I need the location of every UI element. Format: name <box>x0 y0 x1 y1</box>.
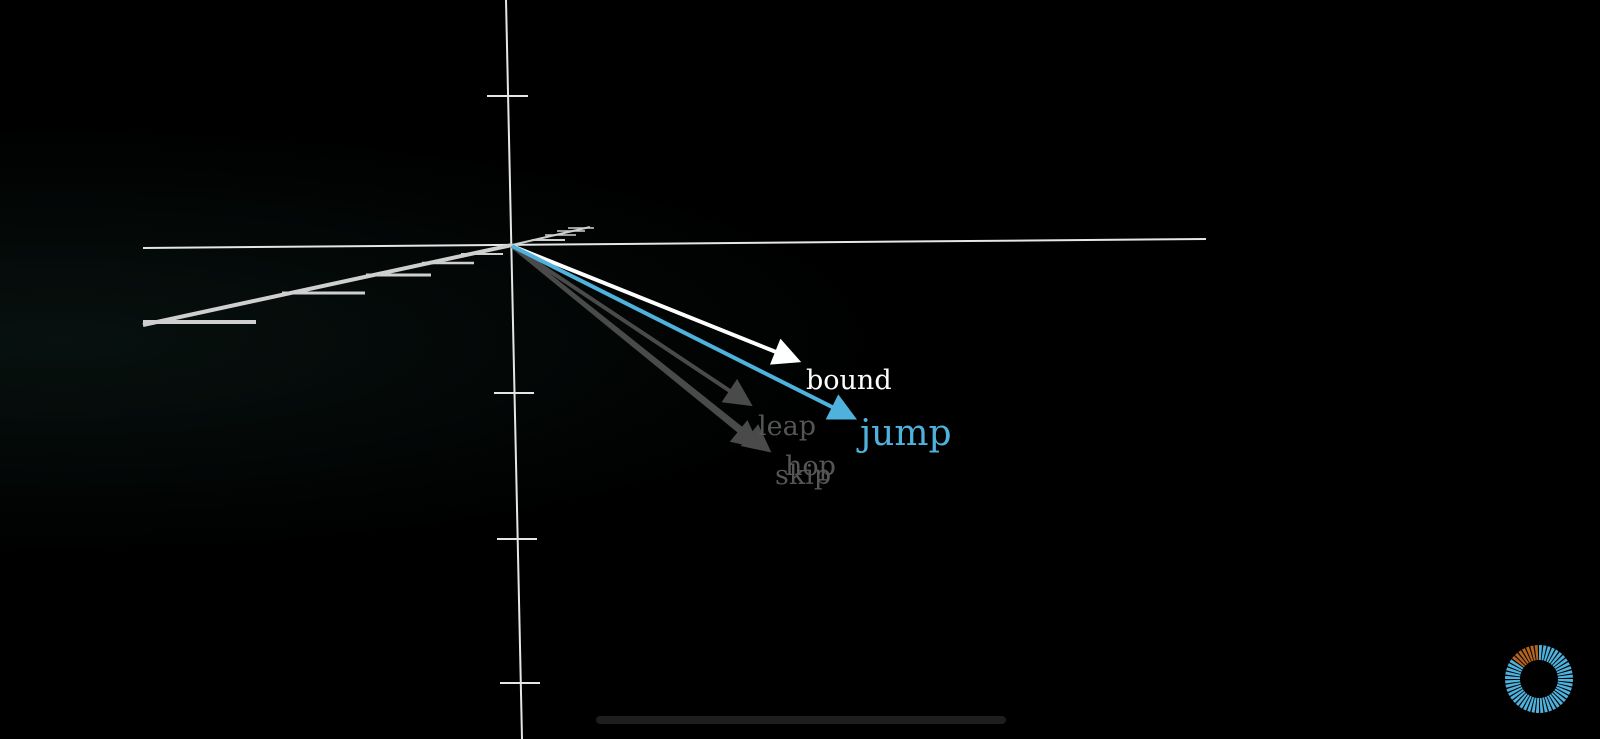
y-axis <box>505 0 523 739</box>
progress-ring-segment <box>1557 681 1573 687</box>
jump-label: jump <box>856 413 952 454</box>
progress-ring-segment <box>1555 686 1571 695</box>
progress-ring-segment <box>1546 695 1556 710</box>
progress-ring-icon <box>1505 645 1573 713</box>
progress-ring-segment <box>1506 684 1522 693</box>
progress-ring-segment <box>1506 667 1522 675</box>
progress-ring-segment <box>1535 697 1539 713</box>
progress-ring-segment <box>1534 645 1539 661</box>
axes <box>142 0 1207 739</box>
progress-ring-segment <box>1505 675 1521 679</box>
progress-ring-segment <box>1557 670 1573 676</box>
progress-ring-segment <box>1541 645 1547 661</box>
progress-ring-segment <box>1544 696 1553 712</box>
progress-ring-segment <box>1556 665 1572 674</box>
home-indicator-bar[interactable] <box>596 716 1006 724</box>
progress-ring-segment <box>1525 646 1534 662</box>
progress-ring-segment <box>1531 697 1537 713</box>
z-axis <box>142 243 513 327</box>
bound-vector <box>511 244 802 365</box>
bound-label: bound <box>806 365 892 396</box>
progress-ring-segment <box>1543 646 1551 662</box>
progress-ring-segment <box>1510 689 1524 700</box>
progress-ring-segment <box>1509 659 1524 670</box>
progress-ring-segment <box>1549 694 1560 708</box>
jump-vector <box>511 244 858 420</box>
skip-vector <box>510 244 761 449</box>
progress-ring-segment <box>1522 648 1532 663</box>
progress-ring-segment <box>1505 682 1521 688</box>
progress-ring-segment <box>1546 647 1555 663</box>
progress-ring-segment <box>1512 655 1526 668</box>
progress-ring-segment <box>1542 697 1548 713</box>
hop-label: hop <box>785 451 836 482</box>
progress-ring-segment <box>1515 692 1528 706</box>
progress-ring-segment <box>1552 690 1566 703</box>
leap-label: leap <box>758 411 816 442</box>
progress-ring-segment <box>1523 695 1532 711</box>
progress-ring-segment <box>1518 650 1529 664</box>
progress-ring-segment <box>1527 696 1535 712</box>
leap-vector <box>510 244 753 407</box>
faded-vectors <box>510 244 772 453</box>
progress-ring-segment <box>1555 662 1570 672</box>
progress-ring-segment <box>1552 654 1566 667</box>
z-axis-ticks <box>143 227 594 324</box>
progress-ring-segment <box>1550 652 1563 666</box>
progress-ring-segment <box>1519 694 1530 709</box>
progress-ring-segment <box>1548 649 1559 664</box>
progress-ring-segment <box>1508 686 1523 696</box>
progress-ring-segment <box>1554 688 1569 699</box>
x-axis <box>142 238 1207 249</box>
progress-ring-segment <box>1512 691 1526 704</box>
progress-ring-segment <box>1554 658 1568 669</box>
y-axis-ticks <box>487 95 540 684</box>
progress-ring-segment <box>1557 679 1573 683</box>
progress-ring-segment <box>1505 671 1521 677</box>
progress-ring-segment <box>1551 692 1564 706</box>
progress-ring-segment <box>1539 697 1544 713</box>
z-axis-far <box>511 226 591 246</box>
progress-ring-segment <box>1530 645 1536 661</box>
progress-ring-segment <box>1507 663 1523 672</box>
progress-ring-segment <box>1557 674 1573 679</box>
skip-label: skip <box>775 460 831 491</box>
progress-ring-segment <box>1556 683 1572 691</box>
progress-ring-segment <box>1539 645 1543 661</box>
progress-ring-segment <box>1505 679 1521 684</box>
progress-ring-segment <box>1514 652 1527 666</box>
